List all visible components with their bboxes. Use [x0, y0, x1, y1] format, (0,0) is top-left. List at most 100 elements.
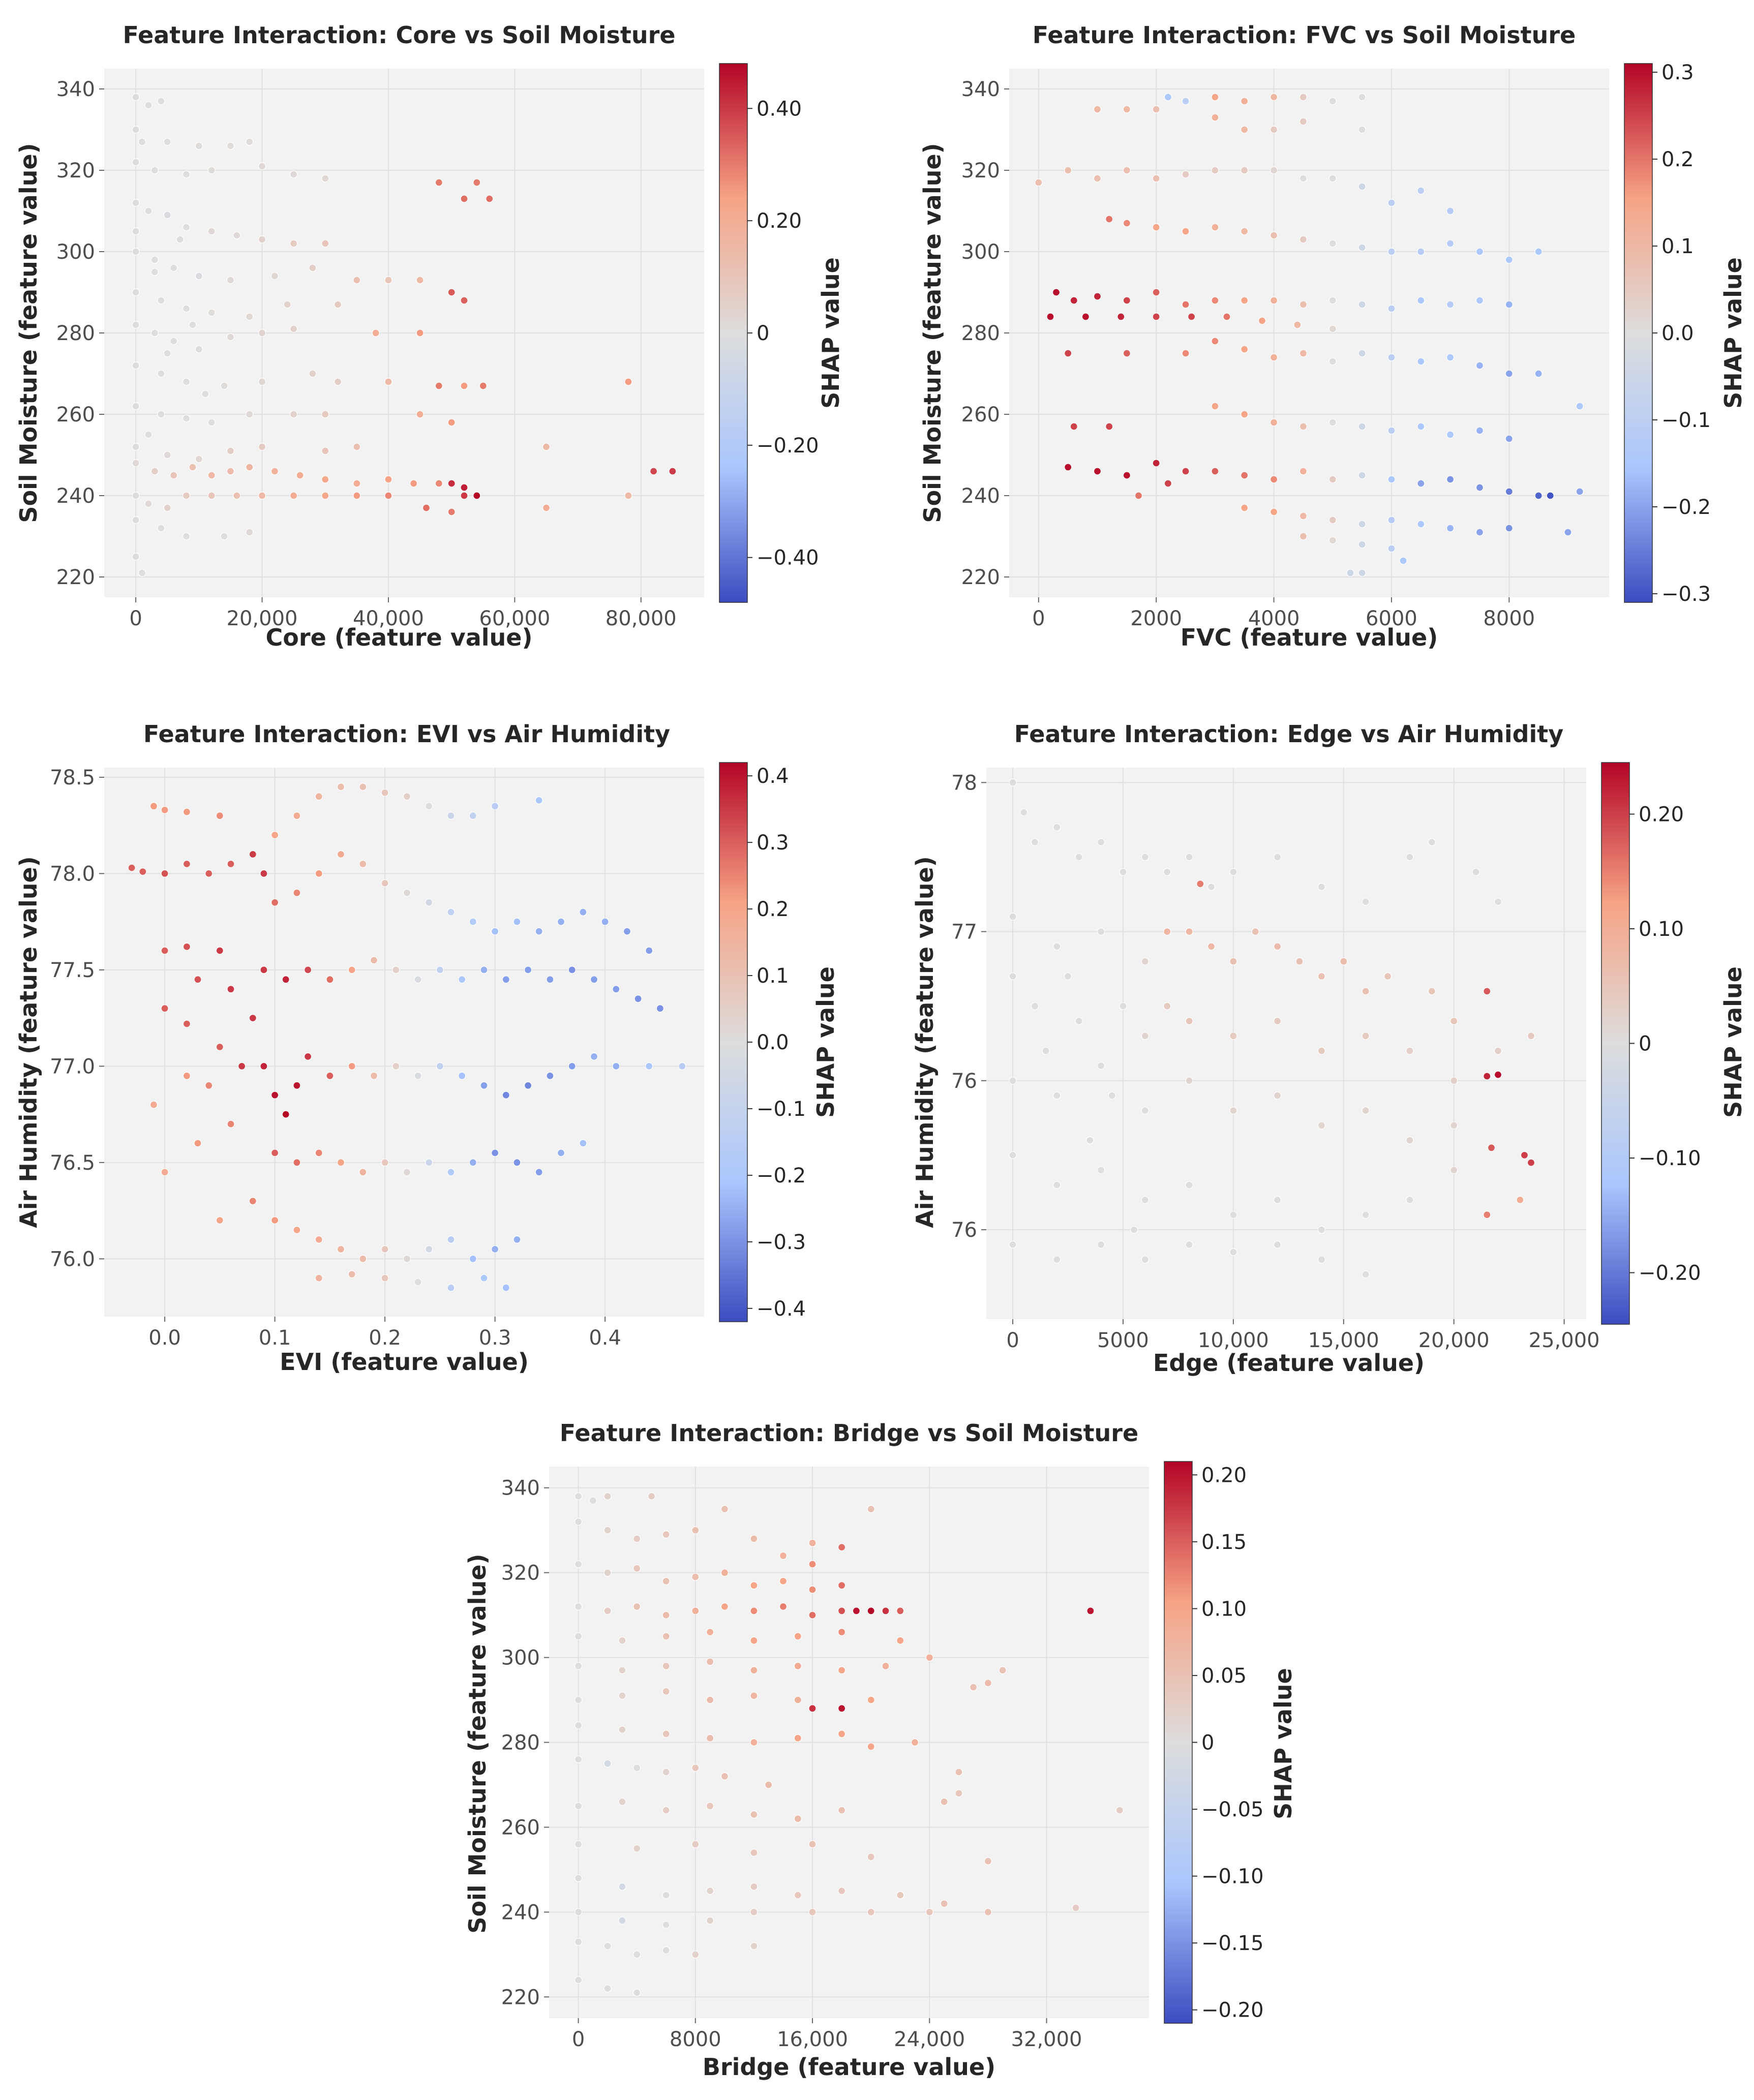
data-point	[321, 447, 329, 455]
data-point	[524, 966, 532, 974]
colorbar-tick-label: −0.20	[757, 434, 819, 458]
data-point	[1406, 1196, 1414, 1204]
data-point	[161, 1005, 169, 1013]
data-point	[590, 1052, 598, 1061]
y-tick-label: 280	[501, 1731, 540, 1755]
data-point	[940, 1900, 948, 1908]
data-point	[1009, 972, 1017, 981]
data-point	[603, 1942, 612, 1950]
data-point	[1564, 528, 1572, 536]
data-point	[491, 1245, 499, 1254]
data-point	[359, 1255, 367, 1263]
colorbar-tick-label: 0.1	[1661, 235, 1694, 258]
data-point	[1072, 1904, 1080, 1912]
data-point	[662, 1530, 670, 1539]
x-axis-label: EVI (feature value)	[280, 1348, 529, 1376]
data-point	[296, 471, 304, 479]
data-point	[403, 793, 411, 801]
data-point	[750, 1692, 758, 1700]
data-point	[289, 239, 298, 248]
data-point	[1293, 321, 1302, 329]
data-point	[359, 860, 367, 868]
data-point	[293, 1159, 301, 1167]
data-point	[1387, 475, 1396, 483]
data-point	[1141, 853, 1150, 861]
data-point	[132, 199, 140, 207]
data-point	[649, 467, 658, 475]
data-point	[161, 1168, 169, 1176]
data-point	[1241, 97, 1249, 105]
data-point	[1105, 215, 1113, 223]
data-point	[1417, 187, 1425, 195]
y-tick-label: 220	[961, 566, 1000, 589]
colorbar-gradient	[1601, 762, 1630, 1325]
data-point	[403, 1168, 411, 1176]
data-point	[249, 1197, 257, 1205]
data-point	[1487, 1144, 1496, 1152]
data-point	[384, 378, 392, 386]
data-point	[189, 321, 197, 329]
data-point	[612, 985, 620, 993]
data-point	[574, 1602, 583, 1610]
data-point	[662, 1768, 670, 1776]
data-point	[258, 235, 266, 244]
data-point	[392, 966, 400, 974]
data-point	[315, 793, 323, 801]
data-point	[1229, 1248, 1237, 1256]
data-point	[157, 370, 165, 378]
data-point	[372, 329, 380, 337]
x-ticks: 0.0 0.1 0.2 0.3 0.4	[148, 1317, 621, 1350]
data-point	[226, 333, 234, 341]
data-point	[1362, 1106, 1370, 1115]
colorbar-tick-label: 0.10	[1639, 918, 1684, 941]
data-point	[720, 1772, 729, 1780]
data-point	[1093, 292, 1102, 300]
data-point	[469, 812, 477, 820]
x-tick-label: 20,000	[1418, 1329, 1490, 1352]
data-point	[750, 1607, 758, 1615]
data-point	[473, 492, 481, 500]
data-point	[334, 300, 342, 309]
x-ticks: 0 20,000 40,000 60,000 80,000	[129, 597, 677, 630]
data-point	[1475, 528, 1484, 536]
data-point	[270, 272, 279, 280]
data-point	[1299, 174, 1308, 182]
data-point	[1450, 1017, 1458, 1025]
data-point	[381, 1274, 389, 1282]
data-point	[1358, 244, 1366, 252]
data-point	[132, 443, 140, 451]
data-point	[1009, 1240, 1017, 1249]
data-point	[359, 783, 367, 791]
data-point	[157, 410, 165, 418]
data-point	[603, 1984, 612, 1993]
data-point	[1299, 467, 1308, 475]
x-ticks: 0 2000 4000 6000 8000	[1032, 597, 1535, 630]
data-point	[150, 329, 159, 337]
colorbar-label: SHAP value	[1269, 1668, 1297, 1819]
data-point	[1340, 957, 1348, 965]
data-point	[779, 1577, 788, 1585]
data-point	[1075, 1017, 1083, 1025]
data-point	[194, 976, 202, 984]
y-tick-label: 260	[56, 403, 95, 427]
data-point	[270, 1216, 279, 1225]
data-point	[1483, 1072, 1491, 1080]
data-point	[249, 1014, 257, 1022]
data-point	[233, 231, 241, 239]
y-tick-label: 320	[501, 1562, 540, 1585]
data-point	[1097, 1166, 1105, 1174]
data-point	[414, 976, 422, 984]
data-point	[1520, 1151, 1529, 1160]
data-point	[469, 1255, 477, 1263]
data-point	[460, 296, 468, 305]
data-point	[1064, 166, 1072, 174]
data-point	[1185, 1017, 1193, 1025]
data-point	[1417, 479, 1425, 488]
y-tick-label: 77.5	[50, 959, 95, 982]
data-point	[182, 492, 191, 500]
data-point	[195, 142, 203, 150]
colorbar-gradient	[719, 63, 748, 603]
data-point	[662, 1921, 670, 1929]
y-tick-label: 240	[501, 1901, 540, 1924]
y-tick-label: 260	[961, 403, 1000, 427]
